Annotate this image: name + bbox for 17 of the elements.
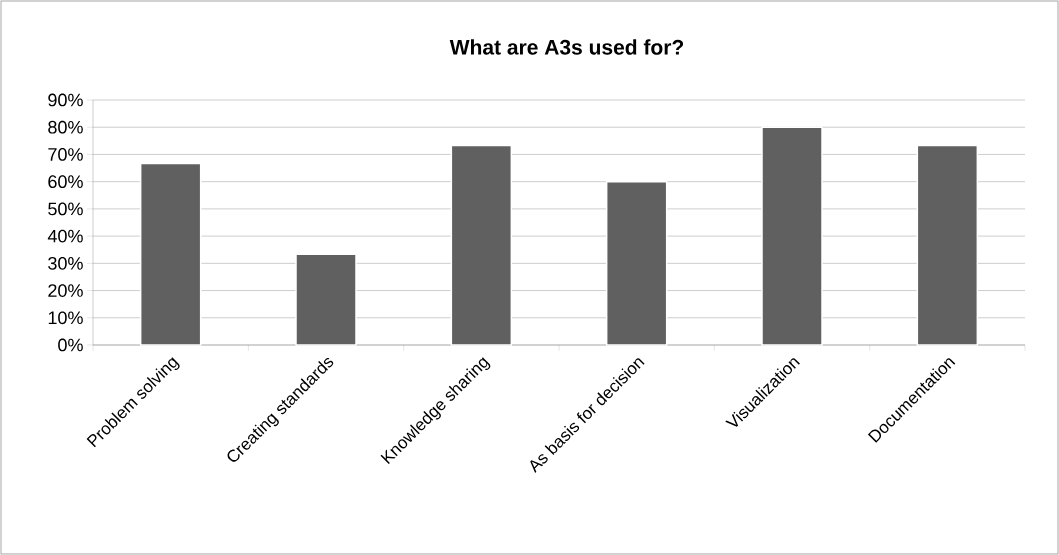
chart-title: What are A3s used for? [449, 39, 684, 55]
y-tick-label: 30% [48, 256, 83, 270]
y-tick-label: 50% [48, 202, 83, 216]
y-tick-label: 40% [47, 229, 83, 243]
bar [295, 253, 357, 346]
y-tick-label: 0% [58, 338, 83, 352]
y-tick-label: 80% [48, 120, 83, 134]
y-tick-label: 90% [48, 93, 83, 107]
bar [450, 144, 513, 346]
y-tick-label: 70% [48, 148, 83, 161]
y-tick-label: 10% [48, 311, 83, 325]
bar [139, 162, 202, 346]
y-tick-label: 20% [48, 284, 83, 297]
bar [916, 144, 979, 346]
y-tick-label: 60% [48, 175, 83, 189]
bar [761, 126, 823, 346]
bar [605, 180, 668, 346]
